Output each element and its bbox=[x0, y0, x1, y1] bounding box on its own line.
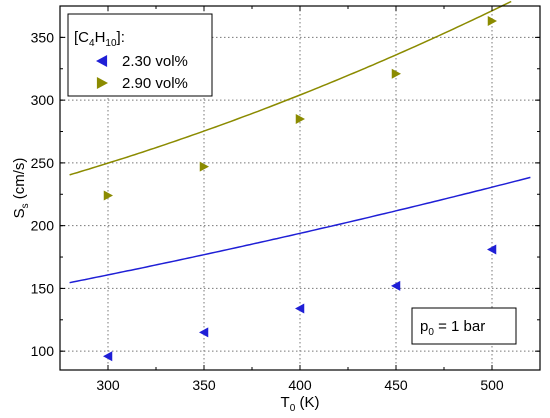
data-point-0 bbox=[295, 303, 305, 314]
y-tick-label: 350 bbox=[31, 29, 55, 45]
legend-title: [C4H10]: bbox=[74, 29, 125, 49]
legend-marker-2-90 bbox=[96, 77, 108, 89]
legend: [C4H10]: 2.30 vol% 2.90 vol% bbox=[67, 13, 213, 97]
x-tick-label: 450 bbox=[384, 377, 408, 393]
legend-label-2-30: 2.30 vol% bbox=[122, 53, 188, 70]
data-point-0 bbox=[391, 280, 401, 291]
fit-curve-0 bbox=[69, 176, 531, 284]
data-point-1 bbox=[391, 68, 401, 79]
data-markers bbox=[103, 16, 497, 362]
y-tick-label: 250 bbox=[31, 155, 55, 171]
legend-markers bbox=[96, 55, 108, 89]
pressure-annotation: p0 = 1 bar bbox=[411, 307, 517, 345]
x-axis-label: T0 (K) bbox=[281, 394, 320, 414]
y-tick-label: 150 bbox=[31, 280, 55, 296]
annotation-box bbox=[411, 307, 517, 345]
legend-label-2-90: 2.90 vol% bbox=[122, 75, 188, 92]
x-tick-label: 300 bbox=[96, 377, 120, 393]
data-point-0 bbox=[103, 351, 113, 362]
legend-marker-2-30 bbox=[96, 55, 108, 67]
y-tick-label: 100 bbox=[31, 343, 55, 359]
fit-curve-1 bbox=[69, 0, 512, 176]
x-tick-label: 350 bbox=[192, 377, 216, 393]
data-point-1 bbox=[487, 16, 497, 27]
annotation-text: p0 = 1 bar bbox=[420, 318, 485, 338]
data-point-1 bbox=[199, 161, 209, 172]
y-axis-label: Ss (cm/s) bbox=[11, 158, 31, 219]
legend-box bbox=[67, 13, 213, 97]
data-point-0 bbox=[487, 244, 497, 255]
fit-curves bbox=[69, 0, 531, 284]
x-tick-label: 400 bbox=[288, 377, 312, 393]
data-point-0 bbox=[199, 327, 209, 338]
y-tick-label: 200 bbox=[31, 218, 55, 234]
data-point-1 bbox=[103, 190, 113, 201]
data-point-1 bbox=[295, 113, 305, 124]
axis-ticks: 300 350 400 450 500 100 150 200 250 300 350 bbox=[31, 5, 541, 393]
x-tick-label: 500 bbox=[480, 377, 504, 393]
y-tick-label: 300 bbox=[31, 92, 55, 108]
